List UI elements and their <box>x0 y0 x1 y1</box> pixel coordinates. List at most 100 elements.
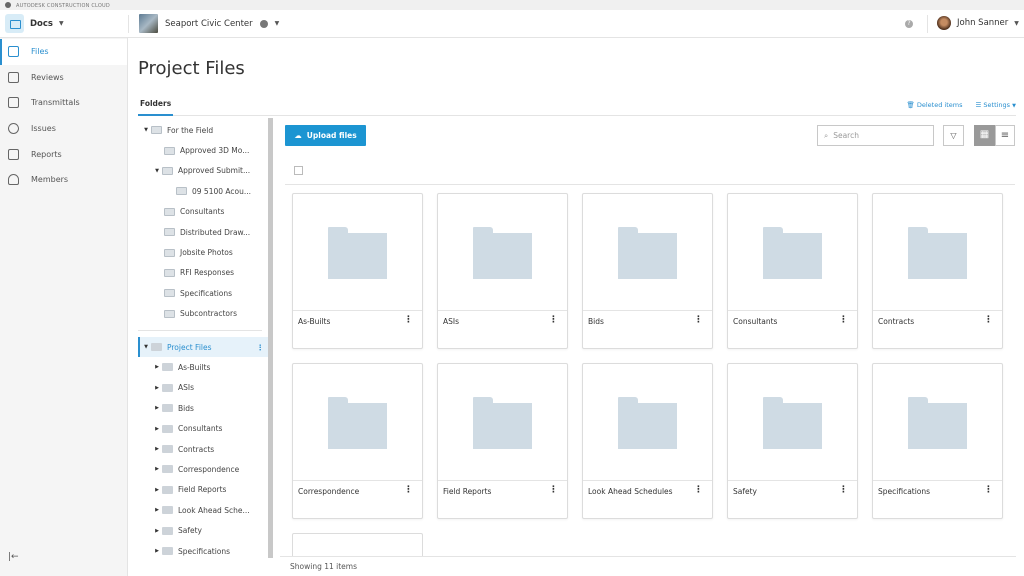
tree-item[interactable]: ▶ Contracts <box>138 439 268 459</box>
help-icon[interactable]: ? <box>905 20 913 28</box>
caret-down-icon[interactable]: ▼ <box>144 344 148 351</box>
folder-card[interactable]: Correspondence ⋮ <box>292 363 423 519</box>
app-switcher[interactable]: Docs ▼ <box>5 14 64 33</box>
list-view-button[interactable]: ≡ <box>995 125 1015 146</box>
tree-scrollbar[interactable] <box>268 118 273 558</box>
sidebar-item-label: Transmittals <box>31 98 80 108</box>
more-vertical-icon[interactable]: ⋮ <box>549 485 558 495</box>
more-vertical-icon[interactable]: ⋮ <box>549 315 558 325</box>
tree-item[interactable]: Subcontractors <box>138 304 268 324</box>
tab-folders[interactable]: Folders <box>138 99 174 116</box>
caret-right-icon[interactable]: ▶ <box>155 466 159 473</box>
brand-text: AUTODESK CONSTRUCTION CLOUD <box>16 3 110 9</box>
folder-card[interactable]: ASIs ⋮ <box>437 193 568 349</box>
folder-card[interactable]: Consultants ⋮ <box>727 193 858 349</box>
deleted-items-link[interactable]: 🗑 Deleted items <box>907 101 963 109</box>
folder-icon <box>162 547 173 555</box>
grid-view-button[interactable]: ▦ <box>974 125 995 146</box>
tree-item[interactable]: ▶ As-Builts <box>138 357 268 377</box>
caret-right-icon[interactable]: ▶ <box>155 446 159 453</box>
tree-item[interactable]: ▶ Look Ahead Sche... <box>138 500 268 520</box>
tree-item[interactable]: ▶ Safety <box>138 520 268 540</box>
tree-item[interactable]: ▶ Bids <box>138 398 268 418</box>
folder-card[interactable]: Contracts ⋮ <box>872 193 1003 349</box>
caret-down-icon[interactable]: ▼ <box>155 167 159 174</box>
tree-item[interactable]: 09 5100 Acou... <box>138 181 268 201</box>
caret-right-icon[interactable]: ▶ <box>155 405 159 412</box>
folder-card[interactable]: Bids ⋮ <box>582 193 713 349</box>
tree-item-label: Specifications <box>180 288 233 298</box>
caret-right-icon[interactable]: ▶ <box>155 527 159 534</box>
caret-right-icon[interactable]: ▶ <box>155 548 159 554</box>
clipboard-icon <box>8 71 19 83</box>
tree-item-label: Safety <box>178 526 202 536</box>
tree-item-project-files[interactable]: ▼ Project Files ⋮ <box>138 336 268 358</box>
project-switcher[interactable]: Seaport Civic Center ▼ <box>139 14 279 33</box>
upload-files-button[interactable]: ☁ Upload files <box>285 125 366 146</box>
sidebar-item-label: Reports <box>31 149 62 159</box>
sidebar-item-transmittals[interactable]: Transmittals <box>0 90 127 116</box>
caret-down-icon[interactable]: ▼ <box>144 127 148 134</box>
folder-card[interactable]: Look Ahead Schedules ⋮ <box>582 363 713 519</box>
sidebar-item-reports[interactable]: Reports <box>0 141 127 167</box>
sidebar-item-files[interactable]: Files <box>0 39 127 65</box>
tree-item[interactable]: Jobsite Photos <box>138 242 268 262</box>
caret-right-icon[interactable]: ▶ <box>155 364 159 371</box>
collapse-left-icon[interactable]: |← <box>8 552 19 562</box>
tree-item-label: Project Files <box>167 342 212 352</box>
more-vertical-icon[interactable]: ⋮ <box>256 342 265 352</box>
tree-item[interactable]: Specifications <box>138 283 268 303</box>
more-vertical-icon[interactable]: ⋮ <box>404 315 413 325</box>
sidebar-item-members[interactable]: Members <box>0 167 127 193</box>
more-vertical-icon[interactable]: ⋮ <box>694 315 703 325</box>
search-input[interactable]: ⌕ Search <box>817 125 934 146</box>
tree-item[interactable]: ▶ Consultants <box>138 418 268 438</box>
more-vertical-icon[interactable]: ⋮ <box>404 485 413 495</box>
check-circle-icon <box>8 123 19 135</box>
tree-item[interactable]: Distributed Draw... <box>138 222 268 242</box>
caret-right-icon[interactable]: ▶ <box>155 507 159 514</box>
more-vertical-icon[interactable]: ⋮ <box>984 485 993 495</box>
grid-icon: ▦ <box>979 129 990 140</box>
folder-name: Consultants <box>733 317 778 326</box>
search-placeholder: Search <box>833 131 859 140</box>
more-vertical-icon[interactable]: ⋮ <box>839 315 848 325</box>
file-icon <box>8 46 19 58</box>
tree-item[interactable]: ▶ Specifications <box>138 541 268 561</box>
caret-right-icon[interactable]: ▶ <box>155 425 159 432</box>
tree-item[interactable]: RFI Responses <box>138 263 268 283</box>
sidebar-item-issues[interactable]: Issues <box>0 116 127 142</box>
shared-folder-icon <box>164 268 175 277</box>
shared-folder-icon <box>151 126 162 135</box>
folder-card[interactable]: As-Builts ⋮ <box>292 193 423 349</box>
user-menu[interactable]: John Sanner ▼ <box>937 16 1019 30</box>
folder-card[interactable] <box>292 533 423 556</box>
tree-item-for-the-field[interactable]: ▼ For the Field <box>138 120 268 140</box>
caret-right-icon[interactable]: ▶ <box>155 486 159 493</box>
more-vertical-icon[interactable]: ⋮ <box>694 485 703 495</box>
tree-item[interactable]: ▶ ASIs <box>138 378 268 398</box>
folder-name: Safety <box>733 487 757 496</box>
tree-item[interactable]: ▶ Correspondence <box>138 459 268 479</box>
sidebar-item-reviews[interactable]: Reviews <box>0 65 127 91</box>
caret-right-icon[interactable]: ▶ <box>155 384 159 391</box>
tree-item[interactable]: ▶ Field Reports <box>138 480 268 500</box>
tree-item[interactable]: Approved 3D Mo... <box>138 140 268 160</box>
settings-link[interactable]: ☰ Settings ▼ <box>975 101 1016 109</box>
tree-item[interactable]: ▼ Approved Submit... <box>138 161 268 181</box>
more-vertical-icon[interactable]: ⋮ <box>839 485 848 495</box>
tree-item[interactable]: Consultants <box>138 202 268 222</box>
select-all-checkbox[interactable] <box>294 166 303 175</box>
folder-icon <box>473 397 532 449</box>
more-vertical-icon[interactable]: ⋮ <box>984 315 993 325</box>
folder-preview <box>438 364 567 481</box>
folder-card[interactable]: Safety ⋮ <box>727 363 858 519</box>
folder-icon <box>618 227 677 279</box>
tree-item-label: Distributed Draw... <box>180 227 251 237</box>
folder-card[interactable]: Field Reports ⋮ <box>437 363 568 519</box>
sidebar-item-label: Members <box>31 175 69 185</box>
chevron-down-icon: ▼ <box>274 20 280 27</box>
project-thumbnail <box>139 14 158 33</box>
folder-card[interactable]: Specifications ⋮ <box>872 363 1003 519</box>
filter-button[interactable]: ▽ <box>943 125 964 146</box>
